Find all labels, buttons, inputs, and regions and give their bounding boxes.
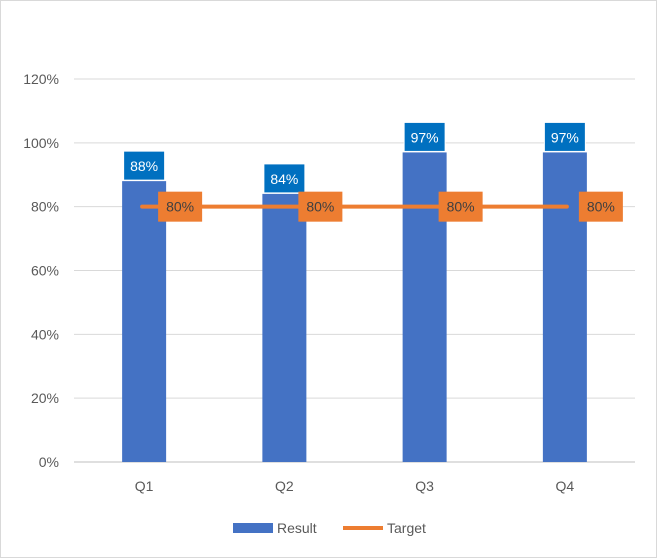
data-label: 88% xyxy=(130,158,158,174)
axis-layer: 0% 20% 40% 60% 80% 100% 120% Q1 Q2 Q3 Q4 xyxy=(23,71,574,494)
data-label: 97% xyxy=(411,129,439,145)
legend-label-result: Result xyxy=(277,520,317,536)
data-label: 80% xyxy=(306,199,334,215)
legend-layer: Result Target xyxy=(233,520,426,536)
legend-label-target: Target xyxy=(387,520,426,536)
data-label-box xyxy=(403,121,446,152)
data-label-box xyxy=(123,150,166,181)
data-label-box xyxy=(438,191,483,222)
legend-swatch-result xyxy=(233,523,273,533)
data-label-box xyxy=(543,121,586,152)
data-label: 80% xyxy=(447,199,475,215)
data-label-box xyxy=(578,191,623,222)
bar-result xyxy=(262,193,307,462)
data-label: 80% xyxy=(587,199,615,215)
data-label-box xyxy=(158,191,203,222)
y-tick-label: 120% xyxy=(23,71,59,87)
y-tick-label: 100% xyxy=(23,135,59,151)
data-label-box xyxy=(298,191,343,222)
x-tick-label: Q4 xyxy=(556,478,575,494)
data-label: 80% xyxy=(166,199,194,215)
label-layer: 88% 84% 97% 97% 80% 80% 80% 80% xyxy=(123,121,623,222)
y-tick-label: 0% xyxy=(39,454,59,470)
bar-result xyxy=(122,181,167,462)
x-tick-label: Q3 xyxy=(415,478,434,494)
x-tick-label: Q2 xyxy=(275,478,294,494)
data-label-box xyxy=(263,163,306,194)
y-tick-label: 60% xyxy=(31,263,59,279)
data-label: 84% xyxy=(270,171,298,187)
y-tick-label: 40% xyxy=(31,326,59,342)
x-tick-label: Q1 xyxy=(135,478,154,494)
y-tick-label: 20% xyxy=(31,390,59,406)
data-label: 97% xyxy=(551,129,579,145)
y-tick-label: 80% xyxy=(31,199,59,215)
